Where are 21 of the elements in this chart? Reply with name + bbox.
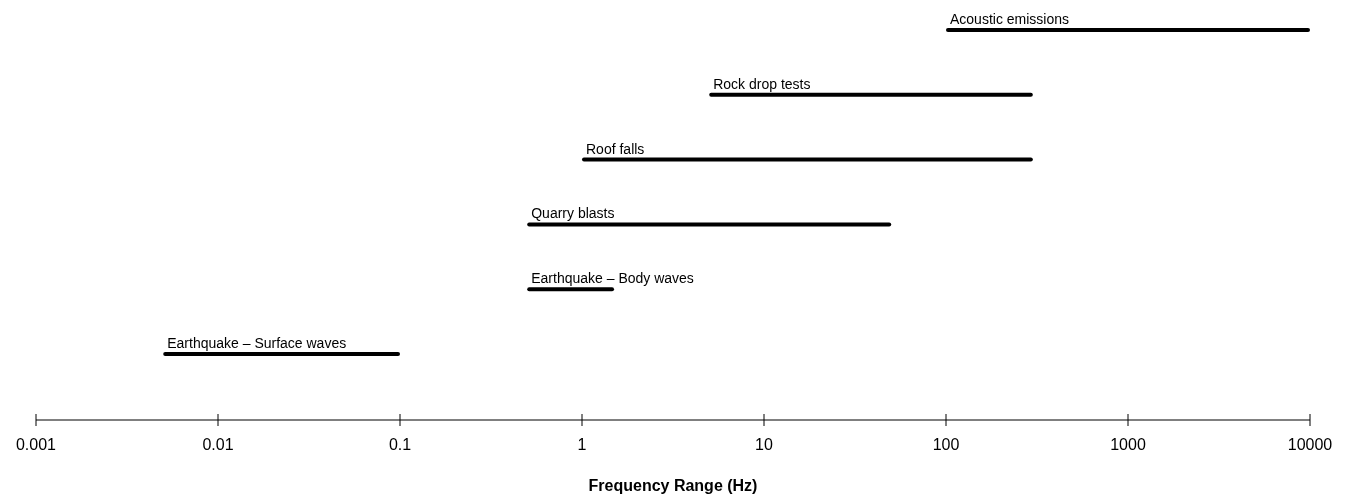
x-tick-label: 10	[755, 436, 773, 453]
x-tick-label: 0.001	[15, 436, 57, 453]
bar	[527, 222, 892, 227]
y-tick-label: Rock drop tests	[713, 75, 811, 92]
bar	[709, 92, 1033, 97]
x-tick-label: 10000	[1287, 436, 1333, 453]
bar	[946, 28, 1310, 32]
x-axis-title: Frequency Range (Hz)	[588, 477, 758, 494]
x-tick-label: 100	[932, 436, 960, 453]
y-tick-label: Roof falls	[586, 140, 645, 157]
x-tick-label: 0.01	[202, 436, 234, 453]
x-tick-label: 0.1	[388, 436, 412, 453]
bar	[582, 157, 1033, 162]
y-tick-label: Earthquake – Body waves	[531, 270, 694, 287]
bar	[527, 287, 615, 292]
bar	[163, 352, 400, 356]
x-tick-label: 1000	[1110, 436, 1146, 453]
x-tick-label: 1	[577, 436, 587, 453]
y-tick-label: Earthquake – Surface waves	[167, 335, 347, 351]
y-tick-label: Acoustic emissions	[950, 11, 1070, 27]
y-tick-label: Quarry blasts	[531, 205, 615, 222]
